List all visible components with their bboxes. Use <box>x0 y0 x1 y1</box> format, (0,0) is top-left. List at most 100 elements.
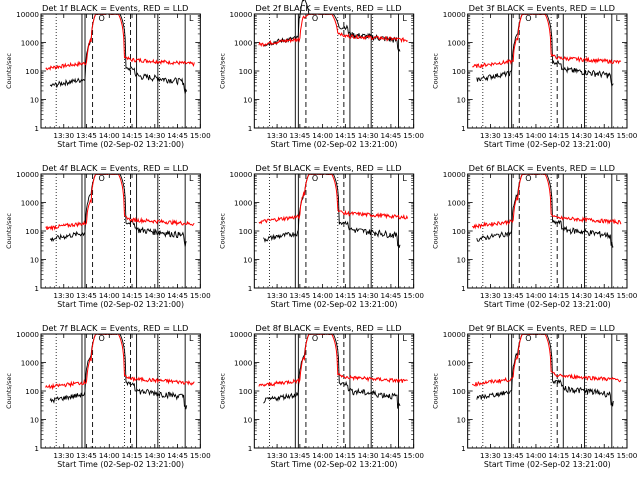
top-marker-symbol: O <box>525 14 531 23</box>
top-marker-symbol: O <box>312 14 318 23</box>
panel-title: Det 5f BLACK = Events, RED = LLD <box>255 163 401 173</box>
plot-frame <box>467 13 628 129</box>
x-tick-label: 14:45 <box>381 451 402 460</box>
x-tick-label: 14:00 <box>526 131 547 140</box>
x-tick-label: 14:45 <box>381 131 402 140</box>
y-tick-label: 1000 <box>447 39 466 48</box>
x-tick-label: 14:45 <box>167 131 188 140</box>
top-marker-symbol: L <box>402 334 407 343</box>
x-tick-label: 14:15 <box>548 291 569 300</box>
y-tick-label: 1 <box>461 284 466 293</box>
x-tick-label: 13:45 <box>289 451 310 460</box>
y-tick-label: 1000 <box>21 359 40 368</box>
panel-title: Det 6f BLACK = Events, RED = LLD <box>469 163 615 173</box>
y-axis-label: Counts/sec <box>5 373 13 409</box>
y-tick-label: 10000 <box>229 170 252 179</box>
y-axis-label: Counts/sec <box>432 53 440 89</box>
x-axis-label: Start Time (02-Sep-02 13:21:00) <box>57 140 184 149</box>
x-tick-label: 14:30 <box>358 291 379 300</box>
panel-title: Det 1f BLACK = Events, RED = LLD <box>42 3 188 13</box>
y-tick-label: 10000 <box>229 330 252 339</box>
x-tick-label: 14:00 <box>312 291 333 300</box>
top-marker-symbol: O <box>99 14 105 23</box>
detector-panel-5: Det 5f BLACK = Events, RED = LLD 1 10 100 10… <box>218 163 424 309</box>
top-marker-symbol: L <box>189 334 194 343</box>
panel-title: Det 9f BLACK = Events, RED = LLD <box>469 323 615 333</box>
y-tick-label: 1000 <box>21 39 40 48</box>
x-tick-label: 14:30 <box>358 451 379 460</box>
y-tick-label: 10 <box>30 416 40 425</box>
y-axis-label: Counts/sec <box>432 373 440 409</box>
y-tick-label: 10 <box>243 96 253 105</box>
detector-panel-1: Det 1f BLACK = Events, RED = LLD 1 10 100 10… <box>5 3 211 149</box>
x-tick-label: 14:30 <box>571 451 592 460</box>
y-tick-label: 100 <box>239 67 253 76</box>
y-tick-label: 1 <box>461 124 466 133</box>
y-tick-label: 100 <box>25 227 39 236</box>
top-marker-symbol: O <box>525 174 531 183</box>
x-tick-label: 15:00 <box>617 291 638 300</box>
x-tick-label: 14:00 <box>312 131 333 140</box>
top-marker-symbol: O <box>312 334 318 343</box>
top-marker-symbol: L <box>616 174 621 183</box>
x-tick-label: 13:45 <box>503 291 524 300</box>
y-tick-label: 10 <box>30 96 40 105</box>
x-axis-label: Start Time (02-Sep-02 13:21:00) <box>484 460 611 469</box>
x-tick-label: 15:00 <box>190 291 211 300</box>
y-axis-label: Counts/sec <box>218 373 226 409</box>
x-tick-label: 14:45 <box>167 451 188 460</box>
detector-panel-2: Det 2f BLACK = Events, RED = LLD 1 10 100 10… <box>218 0 424 149</box>
y-tick-label: 1000 <box>447 199 466 208</box>
top-marker-symbol: O <box>99 334 105 343</box>
detector-panel-6: Det 6f BLACK = Events, RED = LLD 1 10 100 10… <box>432 163 638 309</box>
detector-panel-7: Det 7f BLACK = Events, RED = LLD 1 10 100 10… <box>5 323 211 469</box>
y-tick-label: 10 <box>457 96 467 105</box>
y-tick-label: 1000 <box>234 359 253 368</box>
x-tick-label: 15:00 <box>617 451 638 460</box>
y-tick-label: 1000 <box>234 199 253 208</box>
x-tick-label: 14:15 <box>335 131 356 140</box>
y-tick-label: 10000 <box>16 170 39 179</box>
top-marker-symbol: O <box>99 174 105 183</box>
y-tick-label: 10000 <box>229 10 252 19</box>
detector-panel-4: Det 4f BLACK = Events, RED = LLD 1 10 100 10… <box>5 163 211 309</box>
lld-series-line <box>258 333 408 387</box>
y-tick-label: 10000 <box>16 10 39 19</box>
top-marker-symbol: L <box>402 14 407 23</box>
y-axis-label: Counts/sec <box>432 213 440 249</box>
x-axis-label: Start Time (02-Sep-02 13:21:00) <box>484 300 611 309</box>
top-marker-symbol: L <box>616 14 621 23</box>
y-tick-label: 10 <box>457 416 467 425</box>
y-tick-label: 100 <box>25 387 39 396</box>
x-tick-label: 14:00 <box>526 291 547 300</box>
y-tick-label: 10000 <box>443 10 466 19</box>
x-tick-label: 14:45 <box>594 451 615 460</box>
events-series-line <box>49 13 188 94</box>
x-axis-label: Start Time (02-Sep-02 13:21:00) <box>271 300 398 309</box>
x-tick-label: 13:30 <box>480 291 501 300</box>
detector-panel-9: Det 9f BLACK = Events, RED = LLD 1 10 100 10… <box>432 323 638 469</box>
x-tick-label: 14:30 <box>571 291 592 300</box>
x-tick-label: 13:30 <box>267 131 288 140</box>
y-tick-label: 1000 <box>234 39 253 48</box>
x-tick-label: 13:45 <box>503 451 524 460</box>
x-tick-label: 14:15 <box>548 131 569 140</box>
x-axis-label: Start Time (02-Sep-02 13:21:00) <box>271 140 398 149</box>
panel-title: Det 2f BLACK = Events, RED = LLD <box>255 3 401 13</box>
x-tick-label: 15:00 <box>403 451 424 460</box>
detector-panel-3: Det 3f BLACK = Events, RED = LLD 1 10 100 10… <box>432 3 638 149</box>
y-tick-label: 10 <box>457 256 467 265</box>
x-tick-label: 14:15 <box>122 291 143 300</box>
lld-series-line <box>45 13 195 71</box>
x-tick-label: 15:00 <box>403 131 424 140</box>
y-tick-label: 100 <box>452 387 466 396</box>
panel-title: Det 4f BLACK = Events, RED = LLD <box>42 163 188 173</box>
x-tick-label: 14:00 <box>99 291 120 300</box>
x-tick-label: 13:45 <box>76 451 97 460</box>
y-tick-label: 100 <box>25 67 39 76</box>
y-tick-label: 1 <box>34 124 39 133</box>
y-tick-label: 1 <box>248 444 253 453</box>
x-tick-label: 13:30 <box>53 451 74 460</box>
